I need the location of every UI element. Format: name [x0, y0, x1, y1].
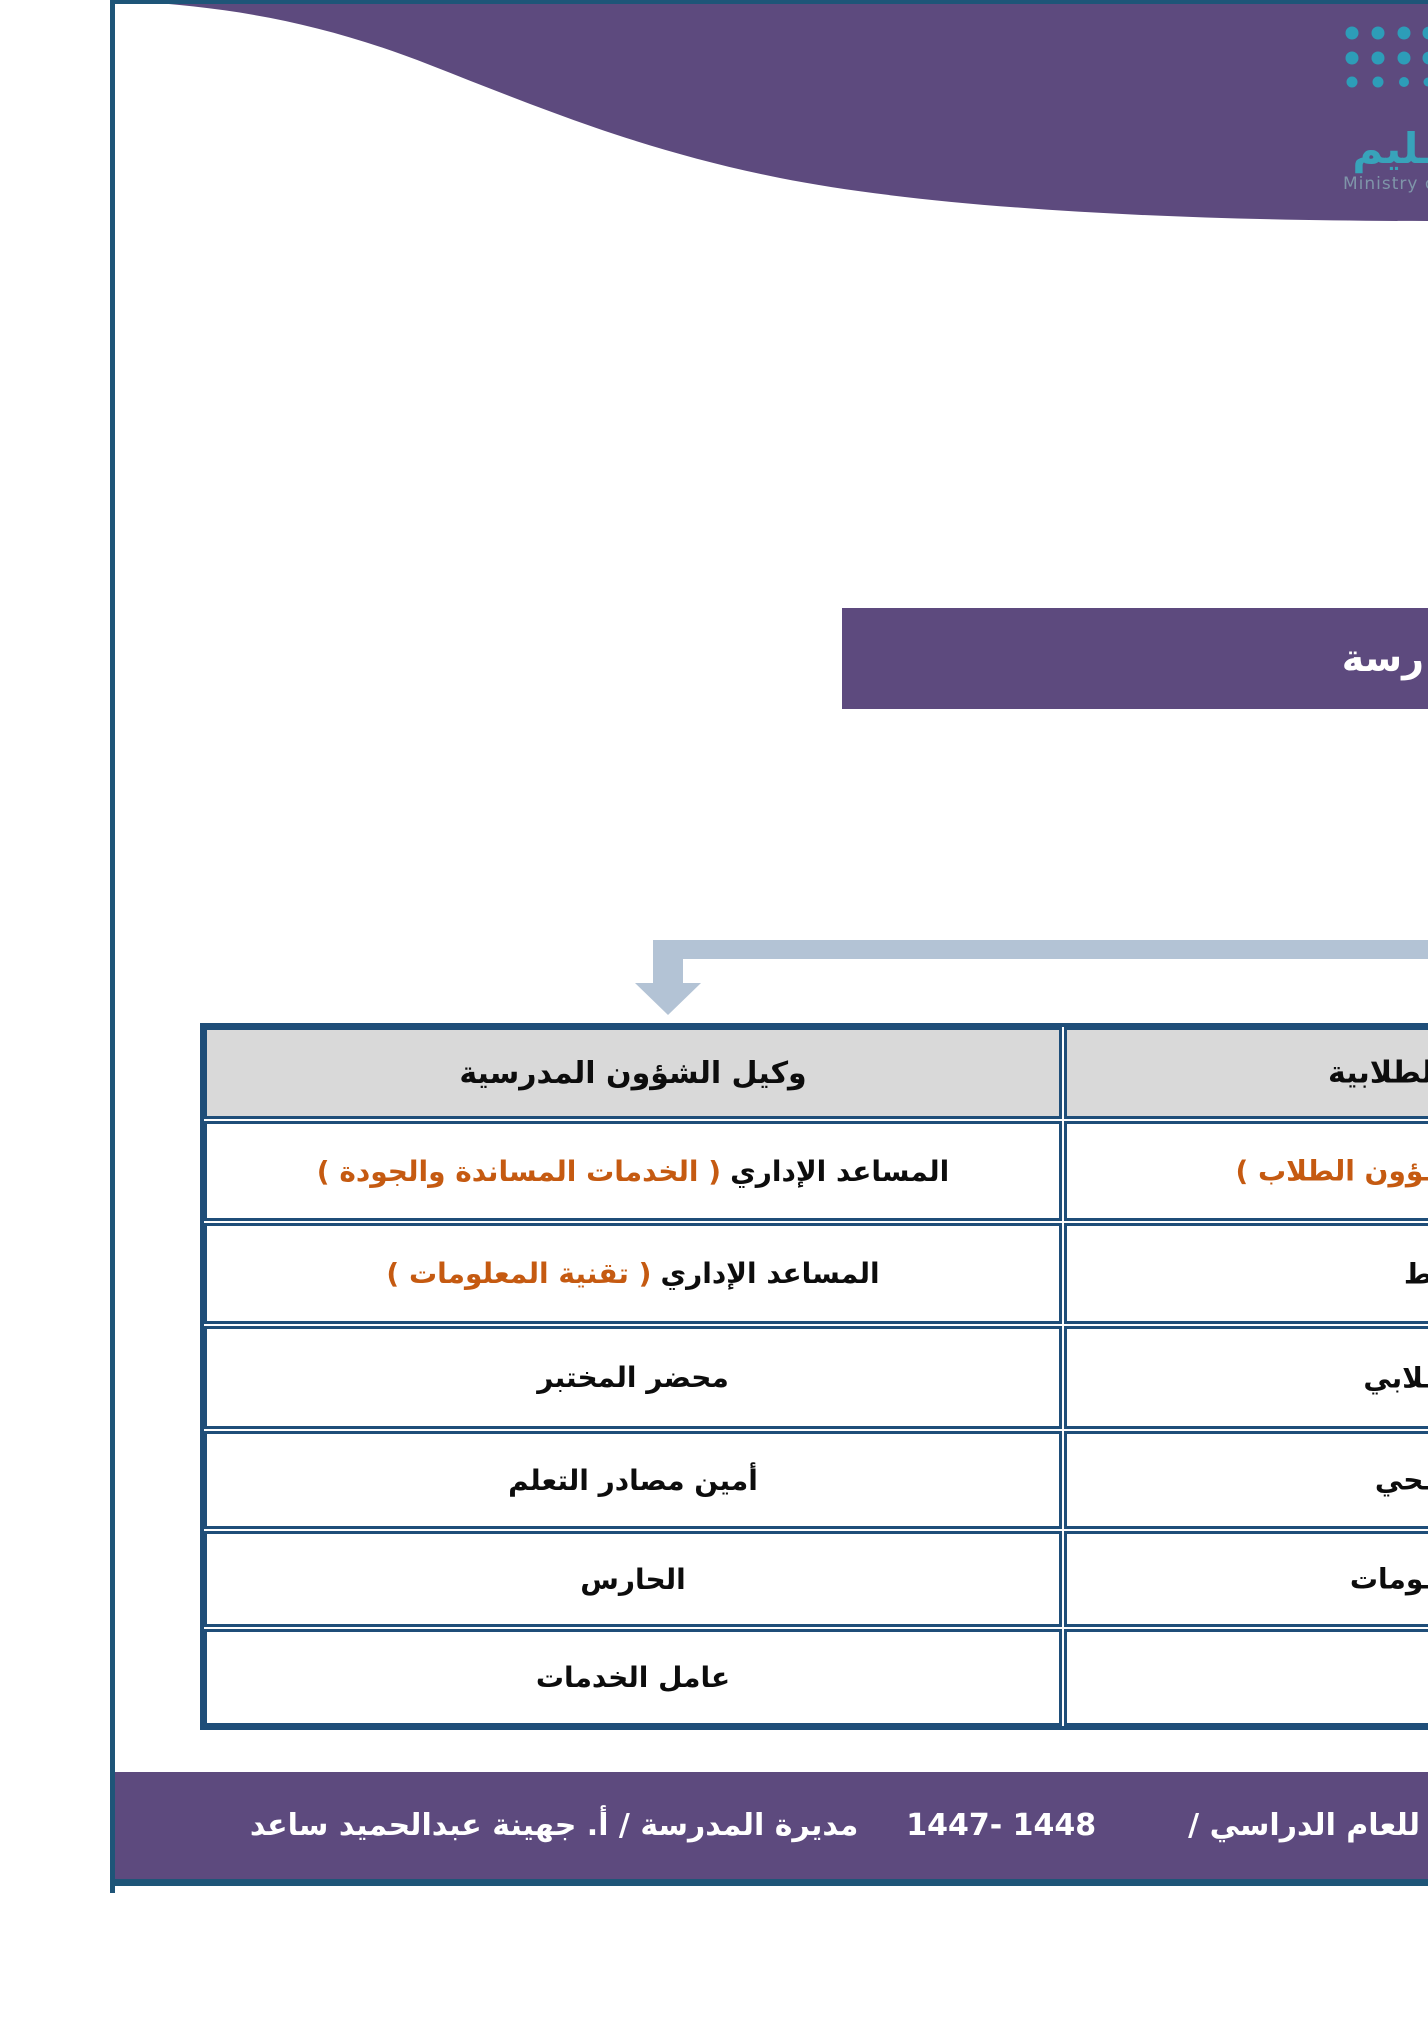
- column-header-school-affairs: وكيل الشؤون المدرسية: [204, 1027, 1062, 1119]
- title-banner: رسة: [842, 608, 1428, 709]
- ministry-logo-wordmark: ـليم: [1352, 124, 1428, 173]
- role-detail: ( تقنية المعلومات ): [386, 1257, 652, 1290]
- table-cell-student-row3: ـلابي: [1064, 1326, 1428, 1429]
- table-cell-student-row1: ـؤون الطلاب ): [1064, 1121, 1428, 1221]
- column-header-school-affairs-label: وكيل الشؤون المدرسية: [459, 1055, 807, 1091]
- table-cell-student-row5: ـومات: [1064, 1531, 1428, 1627]
- table-cell-services-worker: عامل الخدمات: [204, 1629, 1062, 1726]
- role-title: المساعد الإداري: [730, 1154, 950, 1188]
- table-cell-student-row4: ـحي: [1064, 1431, 1428, 1529]
- role-title: الحارس: [580, 1562, 686, 1596]
- principal-signature: مديرة المدرسة / أ. جهينة عبدالحميد ساعد: [249, 1808, 859, 1843]
- title-banner-label: رسة: [1341, 636, 1424, 680]
- role-title: أمين مصادر التعلم: [508, 1463, 758, 1497]
- student-row4-fragment: ـحي: [1374, 1463, 1428, 1497]
- table-cell-student-row6: [1064, 1629, 1428, 1726]
- table-cell-student-row2: ط: [1064, 1223, 1428, 1324]
- student-row2-fragment: ط: [1403, 1257, 1428, 1290]
- connector-horizontal-bar: [656, 940, 1428, 959]
- column-header-student-affairs: لطلابية: [1064, 1027, 1428, 1119]
- table-cell-lab-preparer: محضر المختبر: [204, 1326, 1062, 1429]
- role-title: المساعد الإداري: [660, 1257, 880, 1290]
- table-cell-admin-assistant-quality: المساعد الإداري ( الخدمات المساندة والجو…: [204, 1121, 1062, 1221]
- header-curve-shape: [110, 0, 1428, 221]
- column-header-student-affairs-label: لطلابية: [1328, 1055, 1428, 1091]
- table-cell-learning-resources: أمين مصادر التعلم: [204, 1431, 1062, 1529]
- connector-stem: [653, 940, 683, 984]
- role-title: عامل الخدمات: [535, 1661, 731, 1694]
- academic-year-value: 1447- 1448: [906, 1808, 1097, 1843]
- footer-bar: للعام الدراسي / 1447- 1448 مديرة المدرسة…: [114, 1772, 1428, 1886]
- student-row1-fragment: ـؤون الطلاب ): [1235, 1154, 1428, 1188]
- role-title: محضر المختبر: [537, 1361, 729, 1394]
- academic-year-label: للعام الدراسي /: [1188, 1808, 1420, 1843]
- student-row5-fragment: ـومات: [1349, 1562, 1428, 1596]
- ministry-logo-caption: Ministry of: [1343, 174, 1428, 194]
- page-frame-left-border: [110, 0, 115, 1893]
- table-cell-guard: الحارس: [204, 1531, 1062, 1627]
- table-cell-admin-assistant-it: المساعد الإداري ( تقنية المعلومات ): [204, 1223, 1062, 1324]
- role-detail: ( الخدمات المساندة والجودة ): [316, 1154, 722, 1188]
- org-structure-table: لطلابية وكيل الشؤون المدرسية ـؤون الطلاب…: [200, 1023, 1428, 1730]
- page-frame-top-border: [110, 0, 1428, 4]
- arrow-down-icon: [635, 983, 701, 1015]
- student-row3-fragment: ـلابي: [1363, 1361, 1428, 1394]
- ministry-logo-dots-icon: [1345, 26, 1428, 88]
